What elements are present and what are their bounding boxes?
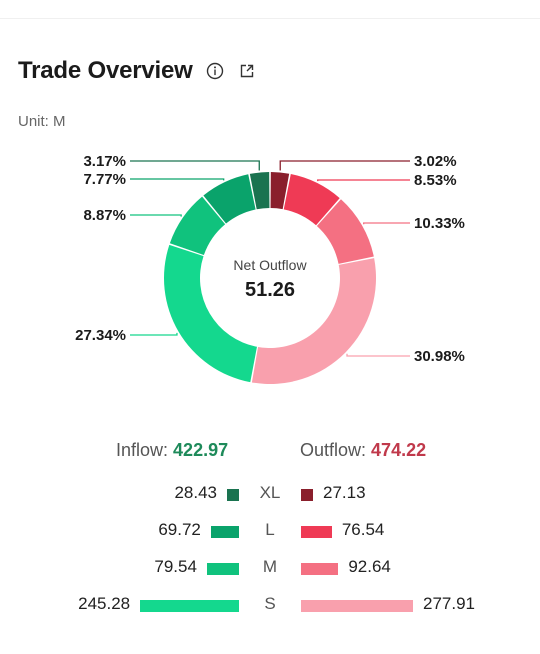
breakdown-row-l: 69.72 L 76.54 — [0, 517, 540, 545]
slice-percent-label: 30.98% — [414, 348, 465, 365]
slice-inflow-s[interactable] — [164, 244, 257, 383]
slice-outflow-l[interactable] — [283, 174, 340, 226]
inflow-value: 245.28 — [78, 594, 131, 613]
leader-line — [130, 214, 182, 217]
leader-line — [279, 160, 410, 171]
breakdown-row-s: 245.28 S 277.91 — [0, 591, 540, 619]
leader-line — [130, 332, 178, 336]
slice-outflow-s[interactable] — [251, 258, 376, 384]
unit-label: Unit: M — [18, 113, 66, 130]
size-label: M — [262, 557, 278, 576]
outflow-label: Outflow: — [300, 440, 367, 460]
info-icon[interactable] — [205, 61, 225, 81]
totals: Inflow: 422.97 Outflow: 474.22 — [0, 440, 540, 466]
inflow-label: Inflow: — [116, 440, 169, 460]
breakdown-row-m: 79.54 M 92.64 — [0, 554, 540, 582]
slice-percent-label: 27.34% — [75, 327, 126, 344]
outflow-value: 27.13 — [323, 483, 366, 502]
breakdown-row-xl: 28.43 XL 27.13 — [0, 480, 540, 508]
slice-inflow-m[interactable] — [169, 196, 226, 256]
leader-line — [130, 178, 225, 181]
outflow-value: 474.22 — [371, 440, 427, 460]
outflow-value: 92.64 — [348, 557, 391, 576]
inflow-bar — [140, 600, 239, 612]
inflow-bar — [210, 526, 239, 538]
top-divider — [0, 18, 540, 19]
inflow-value: 28.43 — [174, 483, 217, 502]
slice-percent-label: 3.02% — [414, 153, 457, 170]
leader-line — [363, 222, 410, 225]
inflow-total: Inflow: 422.97 — [116, 440, 228, 461]
title-row: Trade Overview — [18, 54, 257, 88]
leader-line — [317, 179, 410, 182]
slice-percent-label: 7.77% — [83, 171, 126, 188]
inflow-value: 422.97 — [173, 440, 229, 460]
size-label: XL — [259, 483, 281, 502]
inflow-value: 69.72 — [158, 520, 201, 539]
slice-percent-label: 8.87% — [83, 207, 126, 224]
slice-percent-label: 3.17% — [83, 153, 126, 170]
leader-line — [130, 160, 260, 171]
outflow-value: 76.54 — [341, 520, 385, 539]
center-value: 51.26 — [245, 279, 295, 301]
slice-outflow-xl[interactable] — [270, 172, 290, 210]
slice-outflow-m[interactable] — [316, 199, 374, 264]
inflow-bar — [227, 489, 239, 501]
slice-percent-label: 8.53% — [414, 172, 457, 189]
outflow-bar — [301, 563, 339, 575]
outflow-total: Outflow: 474.22 — [300, 440, 426, 461]
slice-inflow-xl[interactable] — [249, 172, 270, 210]
donut-chart: 3.02% 8.53% 10.33% 30.98% 27.34% 8.87% 7.77%3.… — [75, 153, 465, 384]
slice-inflow-l[interactable] — [203, 174, 256, 224]
outflow-bar — [301, 526, 332, 538]
outflow-bar — [301, 600, 413, 612]
slice-percent-label: 10.33% — [414, 215, 465, 232]
center-label: Net Outflow — [233, 257, 307, 273]
outflow-bar — [301, 489, 313, 501]
inflow-bar — [206, 563, 239, 575]
share-icon[interactable] — [237, 61, 257, 81]
page-title: Trade Overview — [18, 57, 193, 84]
inflow-value: 79.54 — [154, 557, 197, 576]
outflow-value: 277.91 — [423, 594, 475, 613]
leader-line — [346, 353, 410, 357]
size-label: L — [265, 520, 275, 539]
size-label: S — [264, 594, 276, 613]
